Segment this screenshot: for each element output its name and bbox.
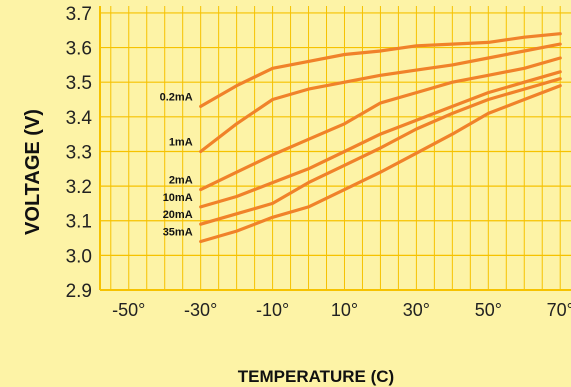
series-label: 35mA: [163, 227, 193, 239]
x-tick-label: 70°: [547, 300, 571, 320]
series-line: [199, 77, 562, 226]
x-axis-ticks: -50° -30° -10° 10° 30° 50° 70°: [112, 300, 571, 320]
y-tick-label: 2.9: [66, 281, 92, 302]
x-tick-label: -10°: [256, 300, 289, 320]
y-tick-label: 3.5: [66, 73, 92, 94]
x-tick-label: 50°: [475, 300, 502, 320]
grid: [99, 6, 571, 291]
x-tick-label: 30°: [403, 300, 430, 320]
y-tick-label: 3.3: [66, 142, 92, 163]
y-axis-ticks: 2.9 3.0 3.1 3.2 3.3 3.4 3.5 3.6 3.7: [66, 4, 93, 302]
series-label: 1mA: [169, 136, 193, 148]
series-label: 20mA: [163, 209, 193, 221]
series-line: [199, 32, 562, 108]
series-label: 2mA: [169, 175, 193, 187]
series-labels: 0.2mA 1mA 2mA 10mA 20mA 35mA: [160, 91, 193, 238]
x-axis-label: TEMPERATURE (C): [238, 367, 394, 386]
y-axis-label: VOLTAGE (V): [22, 109, 44, 235]
series-lines: [199, 32, 562, 244]
y-tick-label: 3.0: [66, 246, 92, 267]
series-line: [199, 56, 562, 192]
y-tick-label: 3.1: [66, 212, 92, 233]
x-tick-label: -30°: [184, 300, 217, 320]
series-label: 0.2mA: [160, 91, 193, 103]
series-line: [199, 42, 562, 154]
y-tick-label: 3.7: [66, 4, 92, 25]
y-tick-label: 3.4: [66, 108, 93, 129]
series-label: 10mA: [163, 192, 193, 204]
x-tick-label: 10°: [331, 300, 358, 320]
series-line: [199, 84, 562, 244]
series-line: [199, 70, 562, 209]
y-tick-label: 3.2: [66, 177, 92, 198]
x-tick-label: -50°: [112, 300, 145, 320]
y-tick-label: 3.6: [66, 39, 92, 60]
